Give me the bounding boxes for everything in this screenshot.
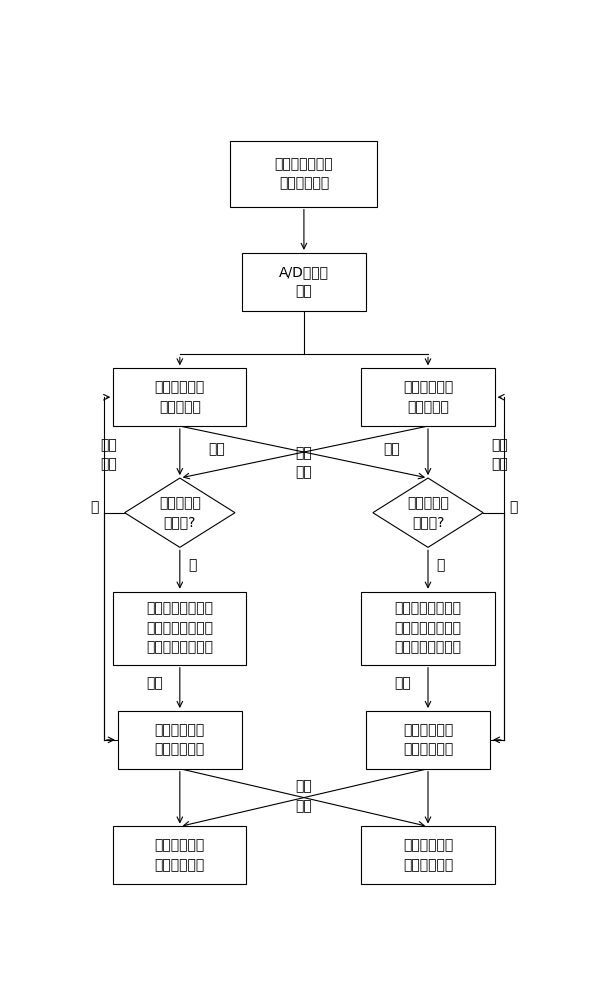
Text: 解调结果与绝对参
考值逐峰作差，获
得上升沿修正数组: 解调结果与绝对参 考值逐峰作差，获 得上升沿修正数组 [146, 602, 213, 655]
Text: 对上升沿待测
数据进行解调: 对上升沿待测 数据进行解调 [155, 839, 205, 872]
Text: 与绝对参考
值一致?: 与绝对参考 值一致? [407, 496, 449, 529]
Text: 获得新的下降
沿相对参考值: 获得新的下降 沿相对参考值 [403, 723, 453, 757]
Polygon shape [125, 478, 235, 547]
Bar [361, 592, 495, 665]
Text: 获得新的上升
沿相对参考值: 获得新的上升 沿相对参考值 [155, 723, 205, 757]
Text: 是: 是 [91, 500, 99, 514]
Text: 解调: 解调 [208, 443, 225, 457]
Text: 上升沿所测标
准波长数据: 上升沿所测标 准波长数据 [155, 380, 205, 414]
Text: 解调: 解调 [383, 443, 400, 457]
Text: 解调结果与绝对参
考值逐峰作差，获
得下降沿修正数组: 解调结果与绝对参 考值逐峰作差，获 得下降沿修正数组 [394, 602, 461, 655]
Bar [118, 711, 242, 769]
Text: 相对
参考: 相对 参考 [100, 438, 117, 472]
Text: 固定频率及幅值
的驱动三角波: 固定频率及幅值 的驱动三角波 [275, 157, 333, 191]
Bar [113, 592, 247, 665]
Text: 否: 否 [436, 558, 445, 572]
Text: 下降沿所测标
准波长数据: 下降沿所测标 准波长数据 [403, 380, 453, 414]
Text: 交义
解调: 交义 解调 [295, 779, 313, 813]
Bar [113, 826, 247, 884]
Bar [242, 253, 366, 311]
Bar [230, 141, 377, 207]
Text: 否: 否 [189, 558, 197, 572]
Polygon shape [373, 478, 483, 547]
Text: 是: 是 [509, 500, 517, 514]
Text: 交义
修正: 交义 修正 [295, 446, 313, 479]
Text: 对下降沿待测
数据进行解调: 对下降沿待测 数据进行解调 [403, 839, 453, 872]
Text: 修正: 修正 [394, 677, 411, 691]
Text: 修正: 修正 [146, 677, 163, 691]
Bar [113, 368, 247, 426]
Bar [361, 368, 495, 426]
Text: A/D转换与
采集: A/D转换与 采集 [279, 265, 329, 298]
Text: 与绝对参考
值一致?: 与绝对参考 值一致? [159, 496, 201, 529]
Bar [366, 711, 490, 769]
Bar [361, 826, 495, 884]
Text: 相对
参考: 相对 参考 [491, 438, 508, 472]
